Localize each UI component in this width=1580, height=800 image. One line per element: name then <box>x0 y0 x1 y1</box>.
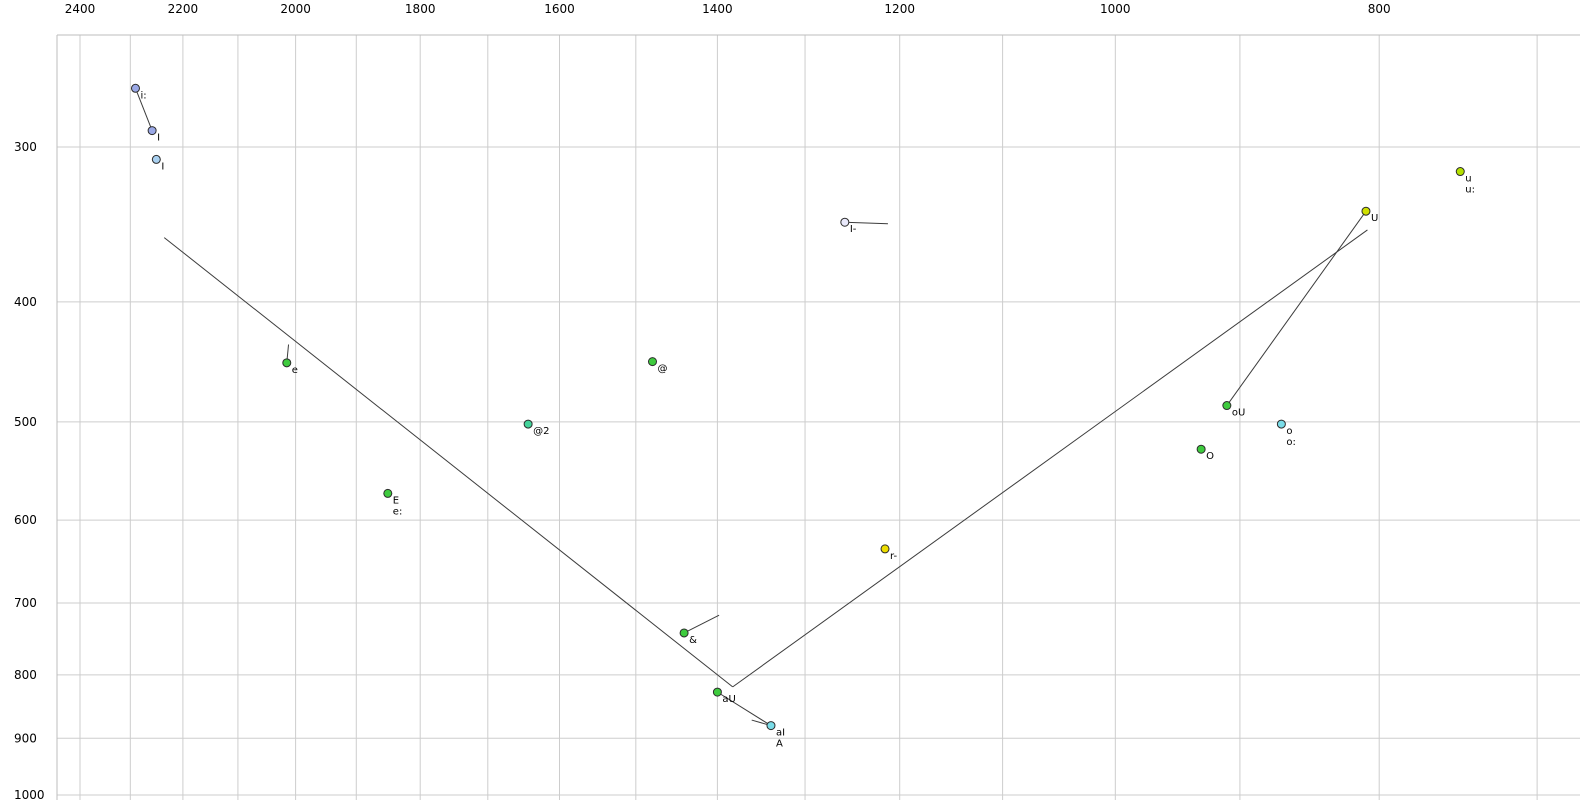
connector-line <box>717 691 772 727</box>
x-tick-label: 800 <box>1368 2 1391 16</box>
connector-line <box>135 88 153 131</box>
vowel-point-label: E <box>393 495 399 506</box>
vowel-point[interactable] <box>1222 401 1232 411</box>
vowel-point[interactable] <box>523 419 533 429</box>
vowel-point[interactable] <box>840 217 850 227</box>
vowel-point-label: o: <box>1286 437 1296 448</box>
vowel-point-label: u <box>1465 174 1471 185</box>
vowel-point-label: o <box>1286 426 1292 437</box>
vowel-point[interactable] <box>1276 419 1286 429</box>
vowel-point[interactable] <box>712 687 722 697</box>
vowel-point-label: @2 <box>533 426 549 437</box>
vowel-point[interactable] <box>647 357 657 367</box>
x-tick-label: 1200 <box>884 2 915 16</box>
vowel-point-label: aU <box>722 694 735 705</box>
vowel-point[interactable] <box>679 628 689 638</box>
vowel-point[interactable] <box>766 721 776 731</box>
connector-line <box>163 237 734 688</box>
vowel-point-label: e <box>292 365 298 376</box>
vowel-point-label: I <box>157 133 160 144</box>
vowel-point-label: A <box>776 739 783 750</box>
y-tick-label: 400 <box>14 295 37 309</box>
x-tick-label: 2000 <box>280 2 311 16</box>
vowel-point-label: I- <box>850 224 857 235</box>
vowel-point-label: U <box>1371 213 1378 224</box>
vowel-point-label: oU <box>1232 408 1245 419</box>
x-tick-label: 1400 <box>702 2 733 16</box>
y-tick-label: 900 <box>14 731 37 745</box>
vowel-point[interactable] <box>147 126 157 136</box>
x-tick-label: 1000 <box>1100 2 1131 16</box>
vowel-point-label: & <box>689 635 697 646</box>
vowel-point-label: I <box>161 161 164 172</box>
vowel-point-label: O <box>1206 451 1214 462</box>
x-tick-label: 2400 <box>65 2 96 16</box>
y-tick-label: 800 <box>14 668 37 682</box>
vowel-point[interactable] <box>1361 206 1371 216</box>
vowel-point-label: e: <box>393 506 403 517</box>
vowel-point-label: aI <box>776 728 785 739</box>
vowel-point[interactable] <box>282 358 292 368</box>
y-tick-label: 500 <box>14 415 37 429</box>
connector-line <box>683 614 720 634</box>
y-tick-label: 1000 <box>14 788 45 800</box>
x-tick-label: 2200 <box>168 2 199 16</box>
y-tick-label: 600 <box>14 513 37 527</box>
vowel-point[interactable] <box>151 154 161 164</box>
y-tick-label: 700 <box>14 596 37 610</box>
connector-line <box>844 221 888 225</box>
vowel-point[interactable] <box>1196 444 1206 454</box>
y-tick-label: 300 <box>14 140 37 154</box>
connector-line <box>1226 210 1367 406</box>
vowel-point-label: i: <box>140 90 146 101</box>
vowel-point[interactable] <box>383 488 393 498</box>
vowel-point[interactable] <box>880 544 890 554</box>
x-tick-label: 1800 <box>405 2 436 16</box>
vowel-point-label: u: <box>1465 185 1475 196</box>
vowel-point[interactable] <box>1455 167 1465 177</box>
connector-line <box>732 229 1368 688</box>
x-tick-label: 1600 <box>544 2 575 16</box>
vowel-point[interactable] <box>130 83 140 93</box>
vowel-point-label: r- <box>890 551 897 562</box>
vowel-point-label: @ <box>657 364 667 375</box>
